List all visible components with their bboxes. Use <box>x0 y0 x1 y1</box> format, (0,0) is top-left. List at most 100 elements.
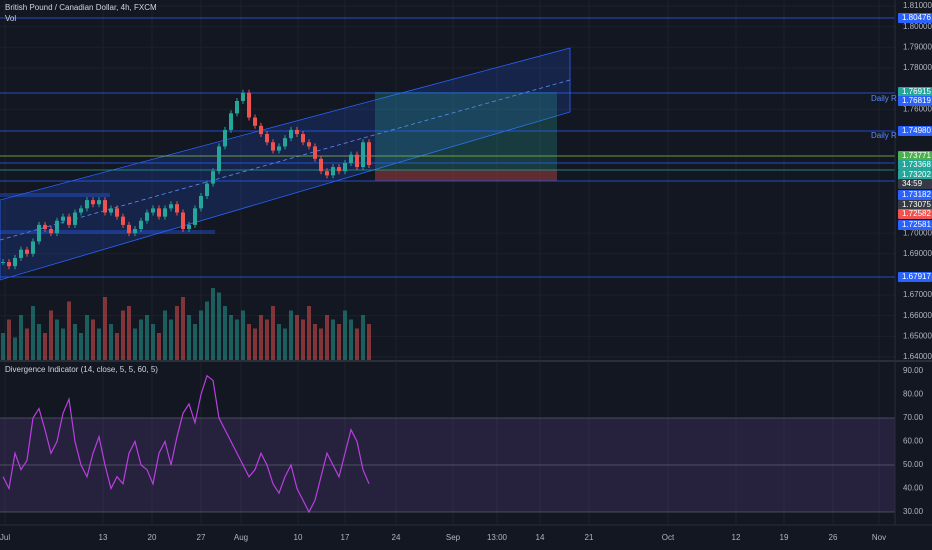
price-badge: 1.76819 <box>898 96 932 106</box>
volume-bar <box>109 324 113 360</box>
volume-label: Vol <box>5 14 16 23</box>
time-tick-label: 14 <box>536 533 545 542</box>
badge-label: 1.76819 <box>902 96 931 105</box>
badge-label: 1.73771 <box>902 151 931 160</box>
volume-bar <box>199 310 203 360</box>
rsi-tick-label: 30.00 <box>903 507 924 516</box>
price-tick-label: 1.65000 <box>903 332 932 341</box>
badge-bg <box>898 126 932 136</box>
candle <box>25 249 29 254</box>
volume-bar <box>55 319 59 360</box>
volume-bar <box>205 301 209 360</box>
price-badge: 1.73771 <box>898 151 932 161</box>
time-tick-label: 26 <box>829 533 838 542</box>
candle <box>7 262 11 267</box>
volume-bar <box>307 306 311 360</box>
candle <box>331 167 335 176</box>
candle <box>307 142 311 147</box>
candle <box>301 134 305 143</box>
price-tick-label: 1.66000 <box>903 311 932 320</box>
price-badge: 34:59 <box>898 179 932 189</box>
channel-mid <box>0 79 571 241</box>
badge-bg <box>898 13 932 23</box>
time-tick-label: 24 <box>392 533 401 542</box>
annotation: Daily R <box>871 94 897 103</box>
volume-bar <box>187 315 191 360</box>
candle <box>67 216 71 225</box>
volume-bar <box>19 315 23 360</box>
candle <box>235 100 239 114</box>
rsi-tick-label: 80.00 <box>903 390 924 399</box>
volume-bar <box>217 292 221 360</box>
candle <box>79 208 83 213</box>
volume-bar <box>133 328 137 360</box>
volume-bar <box>301 319 305 360</box>
volume-bar <box>193 324 197 360</box>
volume-bar <box>151 324 155 360</box>
volume-bar <box>139 319 143 360</box>
badge-label: 1.73182 <box>902 190 931 199</box>
badge-bg <box>898 87 932 97</box>
volume-bar <box>355 328 359 360</box>
price-tick-label: 1.69000 <box>903 249 932 258</box>
volume-bar <box>169 319 173 360</box>
volume-bar <box>277 324 281 360</box>
volume-bar <box>97 328 101 360</box>
candle <box>73 212 77 225</box>
volume <box>1 288 371 360</box>
candle <box>139 220 143 230</box>
candle <box>151 208 155 213</box>
candle <box>55 220 59 234</box>
volume-bar <box>25 328 29 360</box>
volume-bar <box>145 315 149 360</box>
price-badge: 1.72581 <box>898 220 932 230</box>
badge-bg <box>898 179 932 189</box>
volume-bar <box>331 319 335 360</box>
volume-bar <box>271 306 275 360</box>
candle <box>97 200 101 205</box>
price-tick-label: 1.64000 <box>903 352 932 361</box>
candle <box>229 113 233 130</box>
badge-label: 1.73368 <box>902 160 931 169</box>
time-tick-label: Aug <box>234 533 248 542</box>
time-tick-label: 19 <box>780 533 789 542</box>
candle <box>115 208 119 217</box>
badge-bg <box>898 170 932 180</box>
badge-label: 1.76915 <box>902 87 931 96</box>
time-tick-label: Jul <box>0 533 10 542</box>
price-badge: 1.67917 <box>898 272 932 282</box>
candle <box>337 167 341 172</box>
volume-bar <box>223 306 227 360</box>
candle <box>19 249 23 258</box>
price-tick-label: 1.79000 <box>903 42 932 51</box>
volume-bar <box>127 306 131 360</box>
candle <box>217 146 221 172</box>
badge-label: 1.74980 <box>902 126 931 135</box>
price-tick-label: 1.80000 <box>903 22 932 31</box>
candle <box>109 208 113 213</box>
candle <box>361 142 365 168</box>
time-tick-label: 20 <box>148 533 157 542</box>
candle <box>295 129 299 135</box>
levels <box>0 17 895 278</box>
grid <box>0 0 895 525</box>
volume-bar <box>343 310 347 360</box>
rsi-tick-label: 70.00 <box>903 413 924 422</box>
price-badge: 1.73075 <box>898 200 932 210</box>
candle <box>157 208 161 217</box>
volume-bar <box>31 306 35 360</box>
price-tick-label: 1.76000 <box>903 104 932 113</box>
volume-bar <box>103 297 107 360</box>
volume-bar <box>91 319 95 360</box>
candle <box>271 142 275 151</box>
candle <box>349 154 353 163</box>
time-tick-label: Oct <box>662 533 675 542</box>
badge-bg <box>898 200 932 210</box>
volume-bar <box>1 333 5 360</box>
candle <box>325 171 329 176</box>
zone <box>0 193 110 197</box>
candle <box>367 142 371 166</box>
price-badge: 1.72582 <box>898 209 932 219</box>
candle <box>37 224 41 242</box>
volume-bar <box>73 324 77 360</box>
